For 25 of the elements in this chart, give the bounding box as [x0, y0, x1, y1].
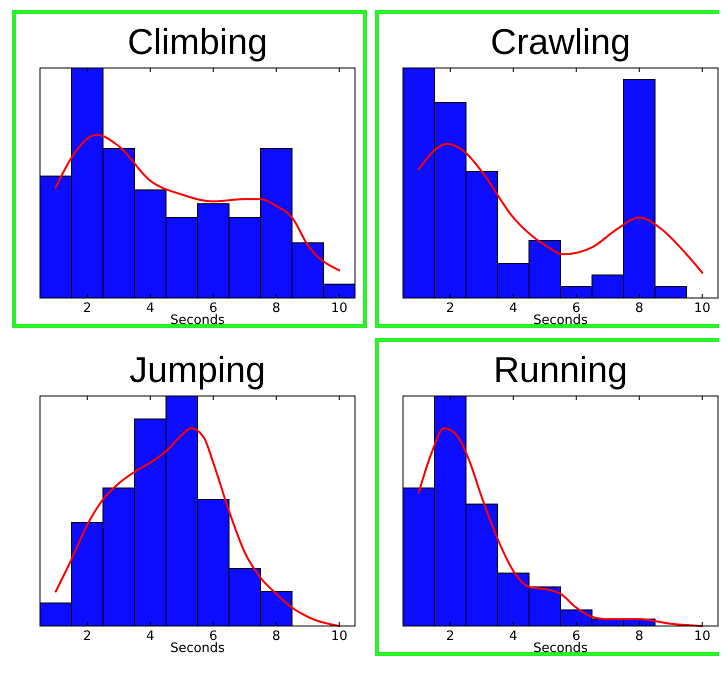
x-tick-label: 8	[635, 301, 644, 316]
x-tick-label: 8	[272, 301, 280, 316]
x-tick-label: 10	[694, 301, 711, 316]
x-axis-title: Seconds	[170, 641, 226, 656]
chart-title: Climbing	[127, 21, 268, 62]
chart-title: Jumping	[129, 349, 266, 390]
x-tick-label: 8	[635, 629, 644, 644]
x-tick-label: 10	[694, 629, 711, 644]
x-tick-label: 10	[330, 629, 348, 644]
x-tick-label: 6	[209, 301, 218, 316]
x-tick-label: 4	[509, 301, 518, 316]
x-tick-label: 4	[146, 301, 154, 316]
chart-title: Running	[493, 349, 628, 390]
x-tick-label: 4	[146, 629, 154, 644]
x-tick-label: 2	[446, 629, 454, 644]
x-tick-label: 2	[446, 301, 454, 316]
x-tick-label: 4	[509, 629, 518, 644]
chart-title: Crawling	[490, 21, 631, 62]
x-tick-label: 2	[83, 629, 92, 644]
x-tick-label: 6	[572, 301, 580, 316]
x-tick-label: 6	[572, 629, 580, 644]
x-tick-label: 2	[83, 301, 92, 316]
x-tick-label: 6	[209, 629, 218, 644]
x-tick-label: 10	[330, 301, 348, 316]
x-tick-label: 8	[272, 629, 280, 644]
